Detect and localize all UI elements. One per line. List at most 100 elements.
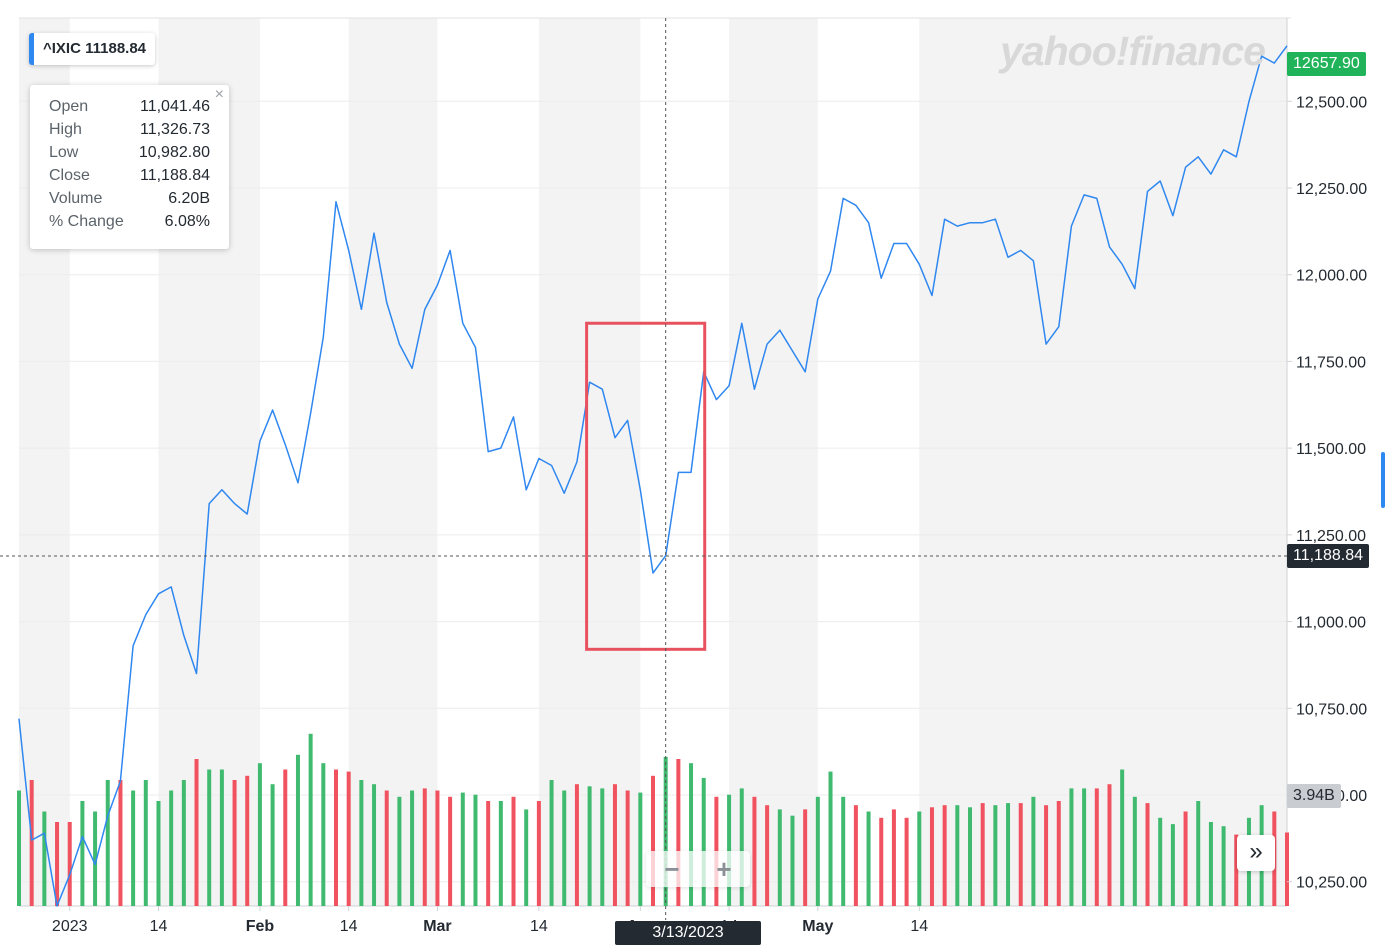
volume-bar <box>904 817 909 906</box>
y-tick-label: 11,000.00 <box>1296 615 1366 632</box>
x-tick-label: 14 <box>340 918 358 935</box>
volume-bar <box>790 815 795 906</box>
volume-bar <box>853 805 858 906</box>
last-price-label: 12657.90 <box>1287 51 1366 76</box>
volume-bar <box>93 811 98 906</box>
volume-bar <box>866 811 871 906</box>
volume-bar <box>245 775 250 906</box>
volume-bar <box>1234 834 1239 906</box>
scroll-forward-button[interactable]: » <box>1237 835 1275 871</box>
volume-bar <box>1056 801 1061 906</box>
volume-bar <box>929 807 934 906</box>
symbol-badge[interactable]: ^IXIC 11188.84 <box>29 33 156 65</box>
tooltip-value: 6.20B <box>168 190 210 207</box>
volume-bar <box>574 784 579 906</box>
volume-bar <box>536 801 541 906</box>
volume-bar <box>752 796 757 906</box>
volume-bar <box>828 771 833 906</box>
volume-bar <box>105 780 110 906</box>
highlight-box <box>585 321 707 651</box>
volume-bar <box>422 788 427 906</box>
volume-bar <box>1158 817 1163 906</box>
volume-bar <box>663 756 668 906</box>
zoom-out-button[interactable]: − <box>664 854 680 884</box>
volume-bar <box>841 796 846 906</box>
y-tick-label: 10,250.00 <box>1296 875 1367 892</box>
tooltip-value: 11,326.73 <box>140 121 210 138</box>
volume-bar <box>625 790 630 906</box>
volume-bar <box>308 733 313 906</box>
volume-bar <box>194 759 199 906</box>
volume-bar <box>55 822 60 906</box>
volume-bar <box>257 763 262 906</box>
volume-bar <box>359 780 364 906</box>
volume-bar <box>1145 803 1150 906</box>
volume-bar <box>156 801 161 906</box>
resize-handle[interactable] <box>1381 452 1385 508</box>
tooltip-label: Close <box>49 167 90 184</box>
ohlc-tooltip: × Open 11,041.46 High 11,326.73 Low 10,9… <box>30 85 229 249</box>
volume-bar <box>727 794 732 906</box>
tooltip-label: Volume <box>49 190 103 207</box>
volume-bar <box>498 801 503 906</box>
volume-bar <box>587 786 592 906</box>
y-tick-label: 11,250.00 <box>1296 528 1366 545</box>
y-tick-label: 12,000.00 <box>1296 268 1367 285</box>
volume-bar <box>143 780 148 906</box>
volume-bar <box>17 790 21 906</box>
volume-bar <box>739 788 744 906</box>
volume-bar <box>270 784 275 906</box>
close-icon[interactable]: × <box>214 86 224 103</box>
zoom-in-button[interactable]: + <box>716 854 732 884</box>
tooltip-row-volume: Volume 6.20B <box>49 190 210 213</box>
x-tick-label: Mar <box>423 918 451 935</box>
volume-bar <box>676 759 681 906</box>
crosshair-price-label: 11,188.84 <box>1287 544 1369 569</box>
volume-bar <box>511 796 516 906</box>
volume-bar <box>42 811 47 906</box>
x-tick-label: 2023 <box>52 918 88 935</box>
y-tick-label: 10,750.00 <box>1296 701 1367 718</box>
background-band <box>348 18 438 906</box>
x-tick-label: 14 <box>150 918 168 935</box>
x-tick-label: Feb <box>246 918 275 935</box>
tooltip-label: Low <box>49 144 79 161</box>
volume-bar <box>334 769 338 906</box>
zoom-controls: − + <box>646 851 750 887</box>
volume-bar <box>968 807 972 906</box>
volume-bar <box>1132 796 1137 906</box>
yahoo-finance-logo: yahoo!finance <box>1000 28 1266 74</box>
y-tick-label: 12,250.00 <box>1296 181 1367 198</box>
volume-bar <box>1031 796 1036 906</box>
volume-bar <box>562 790 567 906</box>
volume-bar <box>879 817 884 906</box>
volume-bar <box>397 796 402 906</box>
volume-bar <box>283 769 288 906</box>
volume-label: 3.94B <box>1287 784 1341 808</box>
volume-bar <box>448 796 453 906</box>
volume-bar <box>473 794 478 906</box>
volume-bar <box>917 811 922 906</box>
volume-bar <box>207 769 212 906</box>
volume-bar <box>1208 822 1213 906</box>
tooltip-row-low: Low 10,982.80 <box>49 144 210 167</box>
volume-bar <box>803 809 808 906</box>
volume-bar <box>638 792 643 906</box>
price-line <box>18 45 1288 907</box>
volume-bar <box>815 796 820 906</box>
volume-bar <box>1120 769 1125 906</box>
volume-bar <box>1006 803 1011 906</box>
volume-bar <box>651 775 655 906</box>
volume-bar <box>1094 788 1099 906</box>
volume-bar <box>384 790 389 906</box>
background-band <box>729 18 818 906</box>
volume-bar <box>1285 832 1289 906</box>
volume-bar <box>460 792 465 906</box>
tooltip-label: Open <box>49 98 89 115</box>
tooltip-row-high: High 11,326.73 <box>49 121 210 144</box>
y-tick-label: 12,500.00 <box>1296 94 1367 111</box>
tooltip-value: 11,041.46 <box>140 98 210 115</box>
volume-bar <box>1044 805 1049 906</box>
volume-bar <box>67 822 72 906</box>
